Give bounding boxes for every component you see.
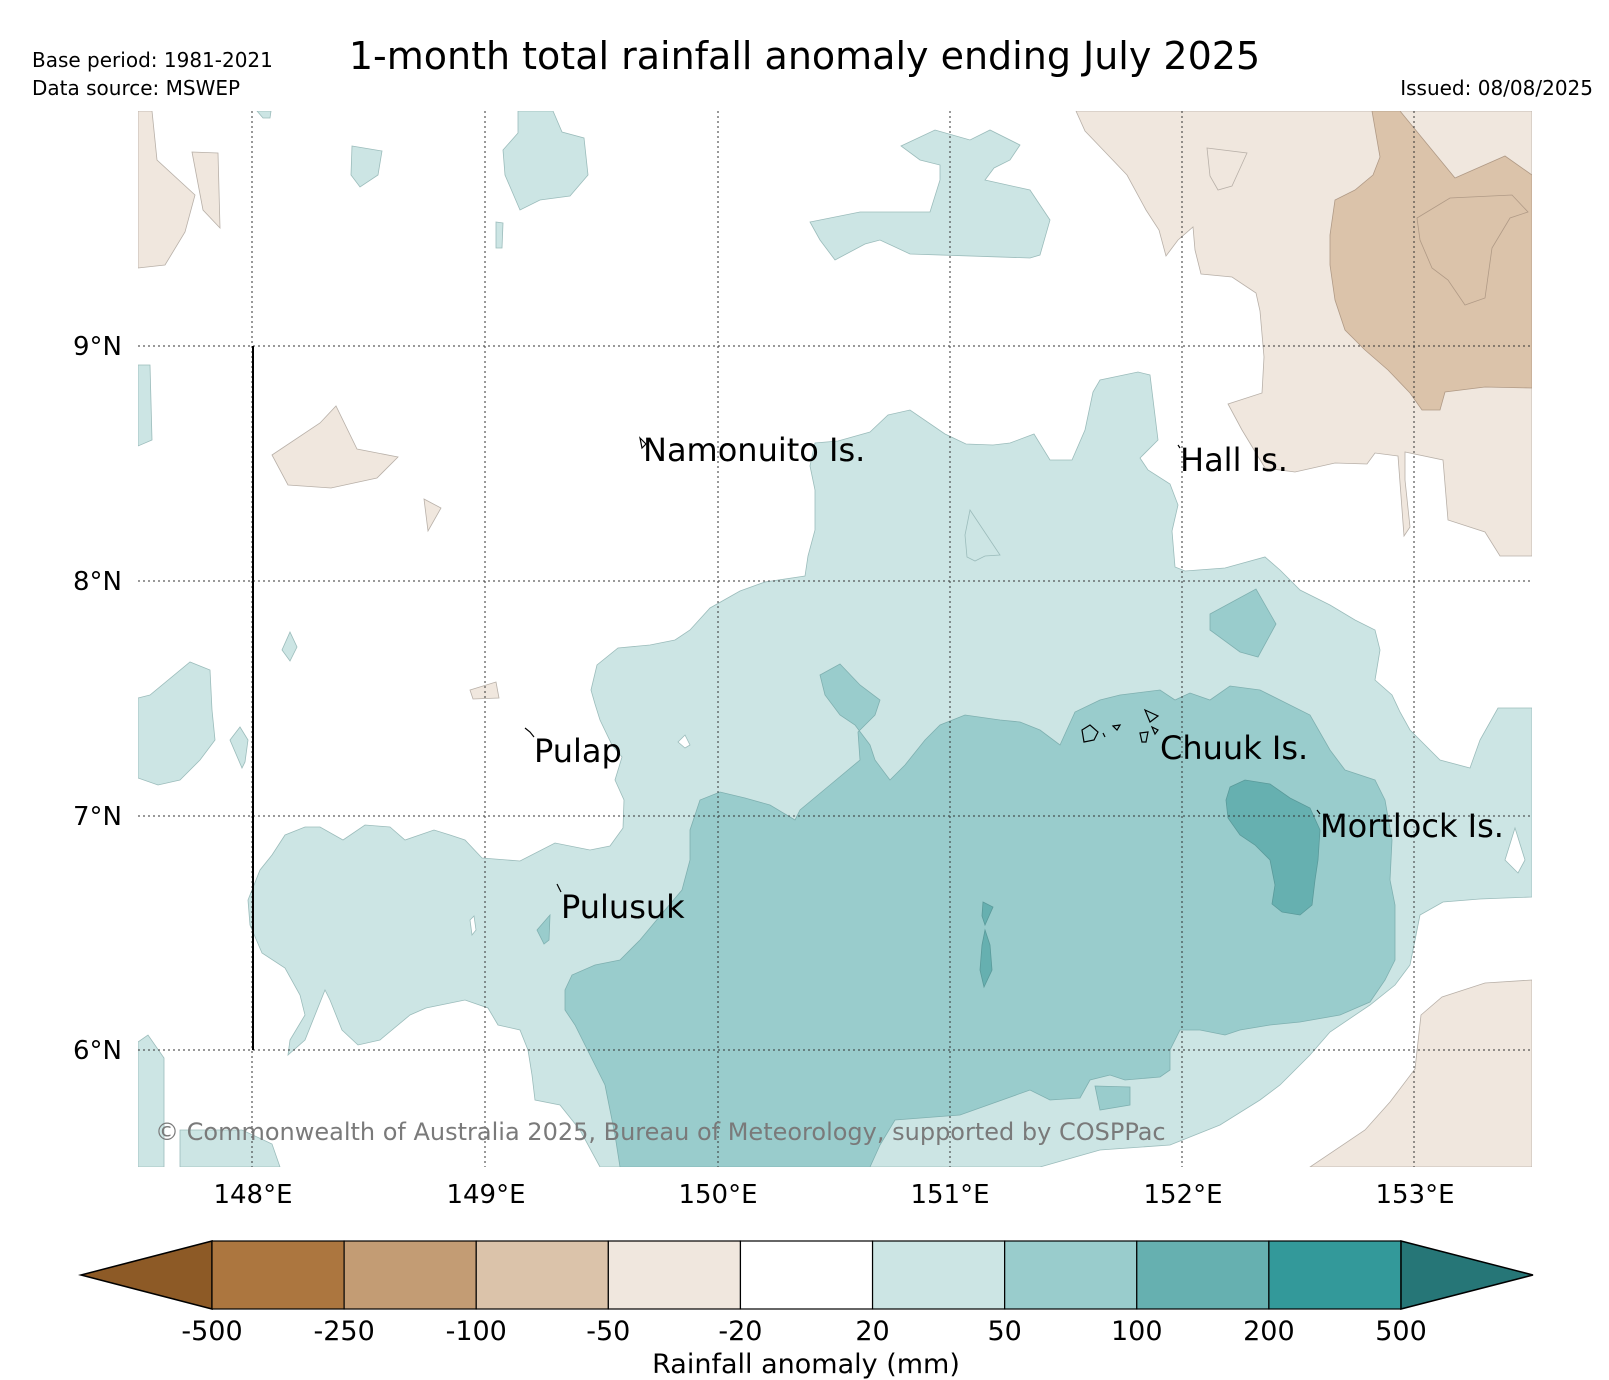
- lon-label-151e: 151°E: [910, 1180, 989, 1210]
- colorbar-tick-label: -50: [586, 1316, 630, 1347]
- colorbar-tick-label: 200: [1243, 1316, 1295, 1347]
- lat-label-8n: 8°N: [73, 567, 122, 597]
- lon-label-153e: 153°E: [1375, 1180, 1454, 1210]
- colorbar-segment: [607, 1240, 742, 1310]
- pulusuk-island-outline: [556, 883, 562, 893]
- colorbar-tick-label: 500: [1375, 1316, 1427, 1347]
- lon-label-148e: 148°E: [213, 1180, 292, 1210]
- lon-label-149e: 149°E: [446, 1180, 525, 1210]
- colorbar-segment: [211, 1240, 345, 1310]
- lat-label-6n: 6°N: [73, 1036, 122, 1066]
- colorbar-segment: [343, 1240, 477, 1310]
- colorbar-extend-low: [78, 1240, 213, 1310]
- colorbar-tick-label: 100: [1111, 1316, 1163, 1347]
- chuuk-island-outline-5: [1150, 725, 1159, 736]
- namonuito-island-outline: [639, 436, 647, 450]
- wet-core: [536, 588, 1396, 1167]
- colorbar-title: Rainfall anomaly (mm): [652, 1349, 960, 1380]
- copyright-notice: © Commonwealth of Australia 2025, Bureau…: [155, 1118, 1166, 1146]
- label-namonuito: Namonuito Is.: [643, 431, 865, 469]
- colorbar: -500 -250 -100 -50 -20 20 50 100 200 500: [78, 1240, 1534, 1347]
- colorbar-tick-label: 50: [987, 1316, 1021, 1347]
- colorbar-tick-label: 20: [855, 1316, 889, 1347]
- base-period: Base period: 1981-2021: [32, 48, 273, 72]
- mortlock-island-outline: [1316, 809, 1321, 815]
- lat-label-9n: 9°N: [73, 332, 122, 362]
- label-pulusuk: Pulusuk: [561, 888, 685, 926]
- colorbar-segment: [1268, 1240, 1402, 1310]
- colorbar-tick-label: -500: [181, 1316, 242, 1347]
- hall-island-outline: [1177, 444, 1181, 449]
- colorbar-segment: [1136, 1240, 1270, 1310]
- anomaly-field: [138, 111, 1532, 1167]
- wet-strong-regions: [979, 779, 1321, 989]
- dry-core: [1329, 111, 1532, 411]
- lat-label-7n: 7°N: [73, 802, 122, 832]
- colorbar-segment: [739, 1240, 874, 1310]
- colorbar-segment: [475, 1240, 609, 1310]
- issued-date: Issued: 08/08/2025: [1400, 76, 1593, 100]
- chuuk-island-outline-4: [1139, 731, 1149, 743]
- colorbar-segment: [871, 1240, 1006, 1310]
- lon-label-152e: 152°E: [1143, 1180, 1222, 1210]
- label-chuuk: Chuuk Is.: [1160, 729, 1308, 767]
- map-title: 1-month total rainfall anomaly ending Ju…: [348, 34, 1261, 78]
- colorbar-segment: [1004, 1240, 1138, 1310]
- colorbar-tick-label: -100: [446, 1316, 507, 1347]
- colorbar-tick-label: -250: [313, 1316, 374, 1347]
- lon-label-150e: 150°E: [678, 1180, 757, 1210]
- chuuk-island-outline-2: [1111, 724, 1122, 731]
- data-source: Data source: MSWEP: [32, 76, 241, 100]
- colorbar-extend-high: [1400, 1240, 1534, 1310]
- chuuk-island-outline-3: [1143, 708, 1160, 723]
- colorbar-tick-label: -20: [718, 1316, 762, 1347]
- label-pulap: Pulap: [534, 732, 622, 770]
- label-mortlock: Mortlock Is.: [1320, 807, 1504, 845]
- chuuk-island-outline-6: [1102, 732, 1106, 738]
- chuuk-island-outline-1: [1081, 724, 1099, 743]
- pulap-island-outline: [524, 727, 535, 738]
- gridlines: [138, 111, 1532, 1167]
- island-outlines: [524, 436, 1321, 893]
- label-hall: Hall Is.: [1180, 441, 1288, 479]
